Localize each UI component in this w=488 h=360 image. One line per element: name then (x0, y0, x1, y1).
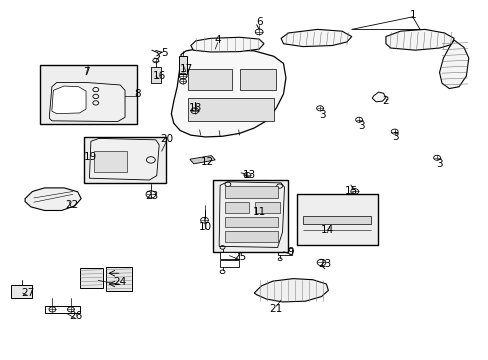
Text: 4: 4 (214, 35, 221, 45)
Polygon shape (49, 82, 125, 122)
Bar (178, 56, 187, 74)
Bar (224, 231, 277, 242)
Text: 22: 22 (64, 200, 78, 210)
Text: 2: 2 (382, 96, 388, 106)
Bar (224, 217, 277, 226)
Text: 3: 3 (358, 121, 364, 131)
Text: 10: 10 (199, 222, 212, 231)
Polygon shape (189, 156, 215, 164)
Bar (297, 194, 377, 244)
Bar (105, 267, 132, 291)
Bar (44, 306, 80, 314)
Text: 5: 5 (161, 48, 167, 58)
Polygon shape (25, 188, 81, 211)
Text: 6: 6 (255, 17, 262, 27)
Bar (220, 260, 238, 267)
Polygon shape (190, 37, 264, 52)
Text: 15: 15 (345, 186, 358, 196)
Text: 20: 20 (160, 134, 173, 144)
Text: 24: 24 (113, 277, 126, 287)
Text: 18: 18 (189, 103, 202, 113)
Text: 17: 17 (179, 64, 192, 74)
Text: 11: 11 (252, 207, 265, 217)
Bar (212, 180, 288, 252)
Bar (188, 98, 273, 121)
Text: 23: 23 (318, 259, 331, 269)
Bar (83, 137, 165, 183)
Bar (255, 202, 279, 213)
Text: 25: 25 (232, 252, 246, 262)
Polygon shape (281, 30, 351, 46)
Polygon shape (171, 49, 285, 137)
Bar (239, 69, 276, 90)
Polygon shape (385, 30, 453, 50)
Text: 21: 21 (269, 304, 282, 314)
Bar (303, 216, 370, 224)
Text: 23: 23 (145, 191, 158, 201)
Text: 27: 27 (21, 288, 34, 298)
Bar (94, 150, 127, 172)
Text: 26: 26 (69, 311, 83, 321)
Text: 8: 8 (134, 89, 140, 99)
Text: 12: 12 (201, 157, 214, 167)
Bar (80, 268, 103, 288)
Polygon shape (254, 279, 328, 302)
Text: 19: 19 (84, 152, 97, 162)
Bar (151, 67, 160, 83)
Text: 13: 13 (242, 170, 256, 180)
Text: 3: 3 (391, 132, 398, 142)
Bar (220, 252, 238, 259)
Polygon shape (371, 92, 385, 102)
Text: 14: 14 (320, 225, 333, 235)
Polygon shape (219, 182, 284, 247)
Text: 7: 7 (82, 67, 89, 77)
Polygon shape (89, 138, 159, 180)
Bar (224, 202, 249, 213)
Polygon shape (439, 40, 468, 89)
Polygon shape (52, 86, 86, 114)
Bar (11, 285, 32, 298)
Bar (40, 65, 137, 125)
Bar (188, 69, 232, 90)
Text: 16: 16 (152, 71, 165, 81)
Text: 9: 9 (287, 247, 294, 257)
Text: 3: 3 (319, 111, 325, 121)
Text: 1: 1 (408, 10, 415, 20)
Bar (277, 248, 292, 255)
Bar (224, 186, 277, 198)
Text: 3: 3 (435, 159, 442, 169)
